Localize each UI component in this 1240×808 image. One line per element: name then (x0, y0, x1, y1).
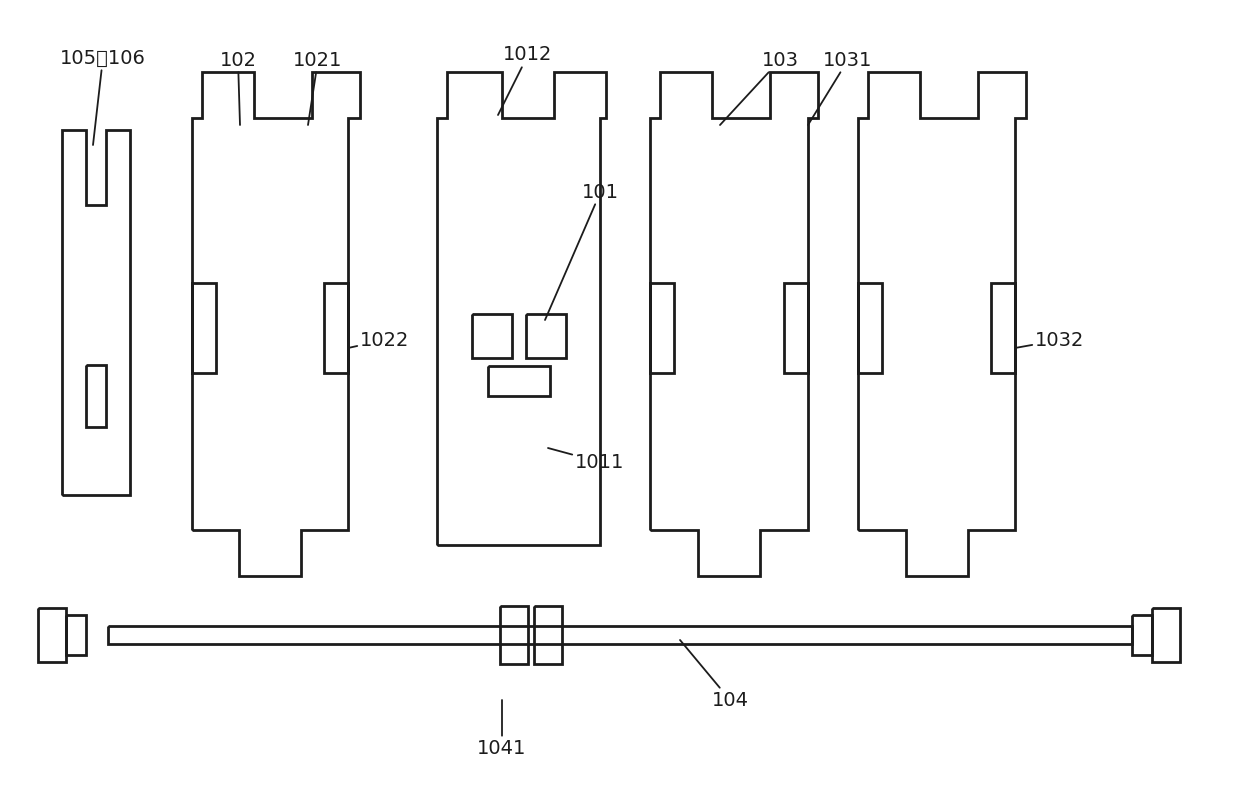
Text: 1041: 1041 (477, 700, 527, 758)
Text: 1011: 1011 (548, 448, 625, 472)
Text: 104: 104 (680, 640, 749, 709)
Text: 101: 101 (546, 183, 619, 320)
Text: 1022: 1022 (348, 330, 409, 350)
Text: 103: 103 (720, 50, 799, 125)
Text: 102: 102 (219, 50, 257, 125)
Text: 1032: 1032 (1016, 330, 1084, 350)
Text: 1021: 1021 (294, 50, 342, 125)
Text: 105、106: 105、106 (60, 48, 146, 145)
Text: 1031: 1031 (808, 50, 873, 125)
Text: 1012: 1012 (498, 45, 553, 115)
